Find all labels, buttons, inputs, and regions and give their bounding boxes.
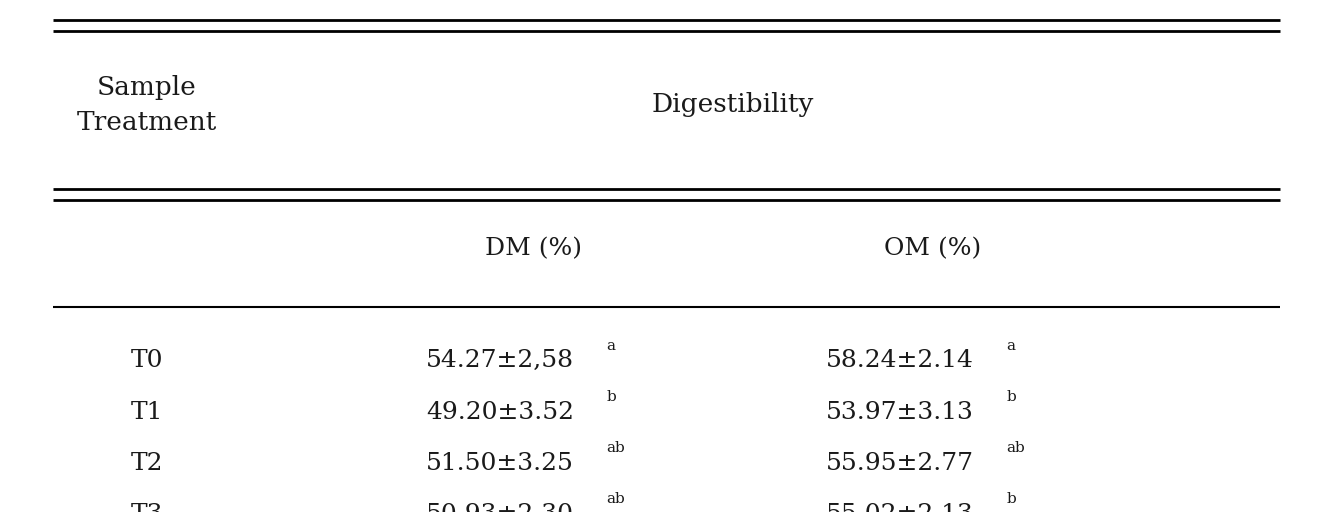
Text: OM (%): OM (%) [885, 237, 981, 260]
Text: 55.02±2.13: 55.02±2.13 [826, 503, 973, 512]
Text: T3: T3 [131, 503, 163, 512]
Text: ab: ab [1006, 441, 1025, 455]
Text: Digestibility: Digestibility [652, 93, 814, 117]
Text: b: b [1006, 390, 1016, 404]
Text: ab: ab [607, 441, 625, 455]
Text: Sample
Treatment: Sample Treatment [76, 75, 217, 135]
Text: T2: T2 [131, 452, 163, 475]
Text: b: b [1006, 492, 1016, 506]
Text: 55.95±2.77: 55.95±2.77 [825, 452, 974, 475]
Text: 58.24±2.14: 58.24±2.14 [826, 350, 973, 372]
Text: b: b [607, 390, 616, 404]
Text: T1: T1 [131, 401, 163, 423]
Text: 50.93±2.30: 50.93±2.30 [425, 503, 575, 512]
Text: 54.27±2,58: 54.27±2,58 [425, 350, 575, 372]
Text: 53.97±3.13: 53.97±3.13 [826, 401, 973, 423]
Text: 51.50±3.25: 51.50±3.25 [427, 452, 573, 475]
Text: DM (%): DM (%) [485, 237, 581, 260]
Text: a: a [607, 338, 616, 353]
Text: 49.20±3.52: 49.20±3.52 [425, 401, 575, 423]
Text: a: a [1006, 338, 1016, 353]
Text: T0: T0 [131, 350, 163, 372]
Text: ab: ab [607, 492, 625, 506]
